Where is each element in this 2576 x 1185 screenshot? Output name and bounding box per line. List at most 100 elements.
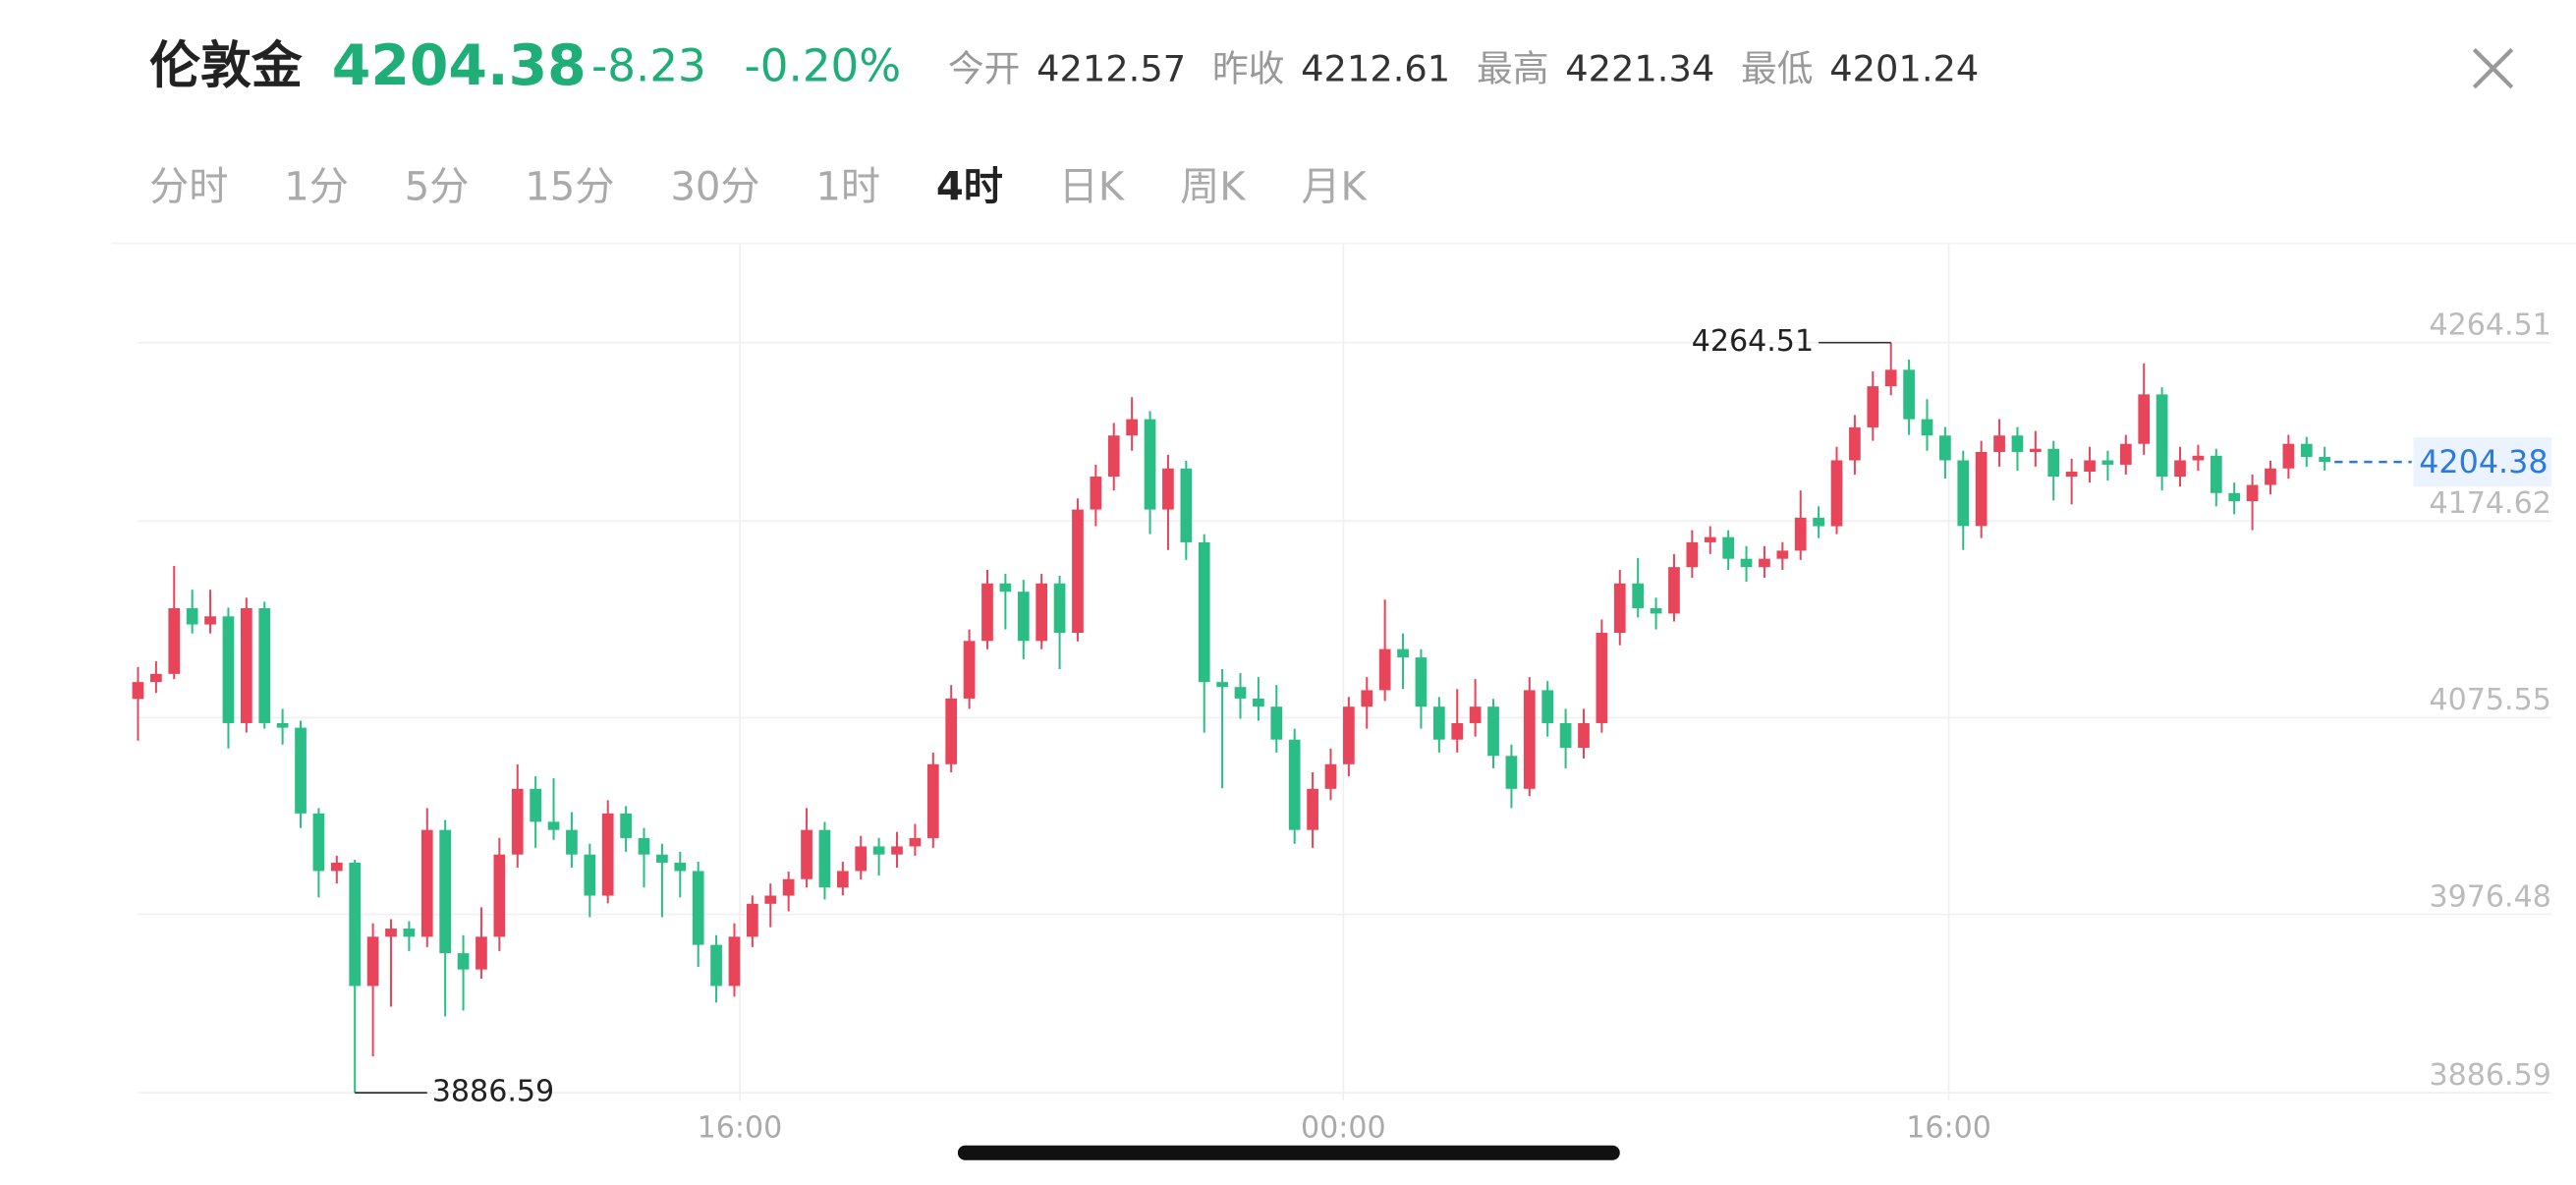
candle-body (1523, 690, 1536, 789)
candle-body (2156, 394, 2168, 478)
candle-body (403, 929, 416, 937)
last-price-badge (2413, 437, 2551, 487)
candle-body (1939, 435, 1951, 461)
stats: 今开 4212.57 昨收 4212.61 最高 4221.34 最低 4201.24 (948, 48, 1979, 90)
tab[interactable]: 月K (1301, 164, 1368, 209)
candle-body (963, 641, 976, 699)
candle-body (801, 829, 812, 879)
candle-body (620, 813, 632, 838)
candle-body (601, 813, 614, 896)
candle-body (1017, 592, 1030, 642)
candle-body (1578, 722, 1590, 749)
tab[interactable]: 4时 (936, 164, 1003, 209)
candle-body (1596, 633, 1608, 723)
candle-body (872, 846, 885, 855)
candle-body (511, 788, 524, 855)
tab[interactable]: 1分 (284, 164, 349, 209)
candle-body (2065, 471, 2078, 478)
candle-body (1921, 419, 1933, 436)
candle-body (747, 903, 758, 937)
candle-body (2174, 460, 2186, 478)
candle-body (638, 837, 650, 855)
candle-body (457, 953, 470, 970)
candle-body (1957, 460, 1970, 527)
y-tick-label: 3976.48 (2430, 879, 2551, 914)
candle-body (1270, 706, 1283, 740)
y-tick-label: 3886.59 (2430, 1058, 2551, 1093)
candle-body (150, 673, 162, 683)
candle-body (330, 862, 343, 872)
candle-body (1198, 541, 1210, 683)
candle-body (1559, 722, 1572, 749)
candle-body (1324, 763, 1337, 789)
tab[interactable]: 15分 (525, 164, 614, 209)
change: -8.23 (591, 39, 706, 91)
close-button[interactable] (2472, 47, 2514, 89)
candle-body (493, 854, 506, 937)
candle-body (476, 936, 487, 970)
candle-body (674, 862, 687, 872)
tabs: 分时 1分 5分 15分 30分 1时 4时 日K 周K 月K (149, 164, 1368, 209)
candle-body (782, 878, 795, 896)
candle-body (909, 837, 922, 847)
tab[interactable]: 5分 (405, 164, 470, 209)
stat-label: 最低 (1741, 48, 1814, 90)
candle-body (1487, 706, 1499, 757)
candle-body (1740, 558, 1753, 568)
stat-value: 4212.61 (1301, 48, 1450, 90)
tab[interactable]: 分时 (149, 164, 228, 209)
candle-body (1361, 690, 1373, 707)
candle-body (1253, 698, 1264, 707)
candle-body (366, 936, 379, 987)
candle-body (2228, 492, 2241, 502)
candle-body (1830, 460, 1843, 527)
last-price-label: 4204.38 (2419, 445, 2548, 480)
candle-body (1162, 468, 1174, 510)
candle-body (1903, 369, 1915, 420)
candle-body (2319, 457, 2331, 463)
candle-body (240, 607, 252, 723)
candle-body (2282, 443, 2295, 469)
candle-body (1234, 687, 1247, 699)
candle-body (2300, 443, 2313, 458)
y-tick-label: 4075.55 (2430, 683, 2551, 717)
price: 4204.38 (332, 33, 587, 98)
candle-body (295, 727, 307, 814)
home-indicator (957, 1145, 1620, 1160)
candle-body (132, 682, 144, 700)
candle-body (981, 583, 993, 642)
high-label: 4264.51 (1692, 324, 1814, 359)
candle-body (1288, 739, 1301, 830)
candle-body (1686, 541, 1699, 568)
tab[interactable]: 周K (1180, 164, 1247, 209)
close-icon (2472, 47, 2514, 89)
candle-body (692, 871, 704, 945)
candle-body (836, 871, 849, 888)
candle-body (999, 583, 1012, 592)
x-tick-label: 00:00 (1301, 1110, 1386, 1145)
candle-body (2101, 460, 2114, 465)
candle-body (222, 616, 235, 723)
candle-body (2084, 460, 2096, 472)
candle-body (710, 944, 722, 987)
candle-body (439, 829, 452, 954)
candle-body (1036, 583, 1048, 642)
candle-body (855, 846, 868, 872)
tab[interactable]: 30分 (670, 164, 759, 209)
candle-body (1722, 536, 1735, 559)
candle-body (2047, 448, 2060, 478)
low-label: 3886.59 (432, 1075, 554, 1109)
candle-body (1632, 583, 1645, 608)
candle-body (1704, 536, 1716, 542)
tab[interactable]: 1时 (815, 164, 880, 209)
candle-body (1650, 607, 1662, 614)
candle-body (1776, 550, 1789, 559)
candle-body (656, 854, 668, 863)
candle-body (728, 936, 741, 987)
plot: 3886.59 3976.48 4075.55 4174.62 4264.51 16:00… (132, 243, 2551, 1145)
candle-body (530, 788, 541, 822)
candle-body (2119, 443, 2132, 465)
candle-body (186, 607, 198, 625)
tab[interactable]: 日K (1059, 164, 1126, 209)
